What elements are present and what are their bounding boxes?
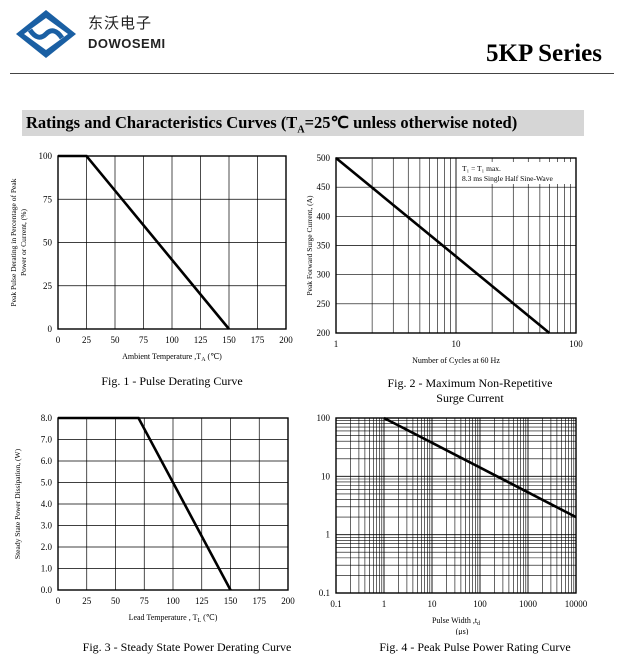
y-tick-label: 8.0 (41, 413, 53, 423)
x-tick-label: 125 (195, 596, 209, 606)
fig2-caption-line2: Surge Current (436, 391, 504, 405)
y-tick-label: 5.0 (41, 478, 53, 488)
y-tick-label: 6.0 (41, 456, 53, 466)
x-tick-label: 100 (166, 596, 180, 606)
y-tick-label: 10 (321, 471, 331, 481)
plot-frame (57, 155, 287, 330)
series-line (58, 154, 231, 330)
series-line (383, 416, 577, 519)
y-tick-label: 100 (317, 413, 331, 423)
y-tick-label: 200 (317, 328, 331, 338)
x-tick-label: 0 (56, 335, 61, 345)
y-tick-label: 100 (39, 151, 53, 161)
x-tick-label: 150 (224, 596, 238, 606)
x-tick-label: 150 (222, 335, 236, 345)
x-tick-label: 10000 (565, 599, 588, 609)
x-tick-label: 75 (139, 335, 149, 345)
annotation-text: 8.3 ms Single Half Sine-Wave (462, 174, 554, 183)
plot-frame (57, 417, 289, 591)
x-tick-label: 200 (281, 596, 295, 606)
y-tick-label: 300 (317, 270, 331, 280)
fig2-chart: 1 10 100 200 250 300 350 400 450 500 Number of Cyc… (305, 153, 583, 365)
series-line (58, 416, 232, 591)
series-title: 5KP Series (486, 40, 602, 67)
annotation-box (458, 162, 574, 184)
x-axis-label: Number of Cycles at 60 Hz (412, 356, 500, 365)
y-tick-label: 4.0 (41, 499, 53, 509)
y-tick-label: 0.0 (41, 585, 53, 595)
fig2-caption-line1: Fig. 2 - Maximum Non-Repetitive (387, 376, 553, 390)
y-axis-label: Peak Pulse Derating in Percentage of Pea… (9, 178, 18, 306)
series-line (335, 156, 551, 335)
header-divider (10, 73, 614, 74)
x-tick-label: 0.1 (330, 599, 341, 609)
x-tick-label: 1 (334, 339, 339, 349)
y-axis-label: Peak Forward Surge Current, (A) (305, 195, 314, 296)
section-banner: Ratings and Characteristics Curves (TA=2… (22, 110, 584, 136)
y-tick-label: 500 (317, 153, 331, 163)
x-tick-label: 1 (382, 599, 387, 609)
x-tick-label: 10 (452, 339, 462, 349)
section-title: Ratings and Characteristics Curves (TA=2… (26, 113, 518, 136)
company-name-en: DOWOSEMI (88, 36, 166, 51)
y-tick-label: 350 (317, 241, 331, 251)
x-tick-label: 1000 (519, 599, 538, 609)
y-tick-label: 1.0 (41, 564, 53, 574)
x-tick-label: 100 (473, 599, 487, 609)
y-tick-label: 75 (43, 194, 53, 204)
y-tick-label: 400 (317, 211, 331, 221)
fig3-chart: 0 25 50 75 100 125 150 175 200 0.0 1.0 2.0 3.0 4.0 5.0… (13, 413, 295, 624)
y-tick-label: 1 (326, 530, 331, 540)
dowosemi-logo (16, 10, 76, 58)
x-axis-unit: (μs) (456, 627, 469, 635)
x-axis-label: Lead Temperature , TL (℃) (129, 613, 218, 624)
x-tick-label: 100 (569, 339, 583, 349)
fig1-chart: 0 25 50 75 100 125 150 175 200 0 25 50 75 100 Ambient … (9, 151, 293, 363)
plot-frame (335, 157, 577, 334)
y-axis-label: Power or Current, (%) (19, 208, 28, 276)
fig3-caption: Fig. 3 - Steady State Power Derating Cur… (82, 640, 292, 654)
plot-frame (335, 417, 577, 594)
x-tick-label: 50 (111, 596, 121, 606)
x-tick-label: 0 (56, 596, 61, 606)
x-tick-label: 100 (165, 335, 179, 345)
x-tick-label: 75 (140, 596, 150, 606)
y-tick-label: 0.1 (319, 588, 330, 598)
x-tick-label: 25 (82, 596, 92, 606)
y-tick-label: 0 (48, 324, 53, 334)
fig4-caption: Fig. 4 - Peak Pulse Power Rating Curve (379, 640, 571, 654)
company-name-cn: 东沃电子 (88, 14, 153, 32)
x-tick-label: 50 (111, 335, 121, 345)
x-tick-label: 10 (428, 599, 438, 609)
x-tick-label: 175 (253, 596, 267, 606)
y-axis-label: Steady State Power Dissipation, (W) (13, 448, 22, 559)
y-tick-label: 250 (317, 299, 331, 309)
x-tick-label: 125 (194, 335, 208, 345)
y-tick-label: 50 (43, 238, 53, 248)
x-tick-label: 25 (82, 335, 92, 345)
fig1-caption: Fig. 1 - Pulse Derating Curve (101, 374, 243, 388)
x-tick-label: 200 (279, 335, 293, 345)
x-tick-label: 175 (251, 335, 265, 345)
y-tick-label: 7.0 (41, 435, 53, 445)
y-tick-label: 450 (317, 182, 331, 192)
y-tick-label: 25 (43, 281, 53, 291)
annotation-text: T₁ = T₁ max. (462, 164, 501, 173)
fig4-chart: 0.1 1 10 100 1000 10000 0.1 1 10 100 Pulse Width ,… (317, 413, 588, 635)
x-axis-label: Pulse Width ,td (432, 616, 480, 627)
x-axis-label: Ambient Temperature ,TA (℃) (122, 352, 222, 363)
y-tick-label: 2.0 (41, 542, 53, 552)
y-tick-label: 3.0 (41, 521, 53, 531)
